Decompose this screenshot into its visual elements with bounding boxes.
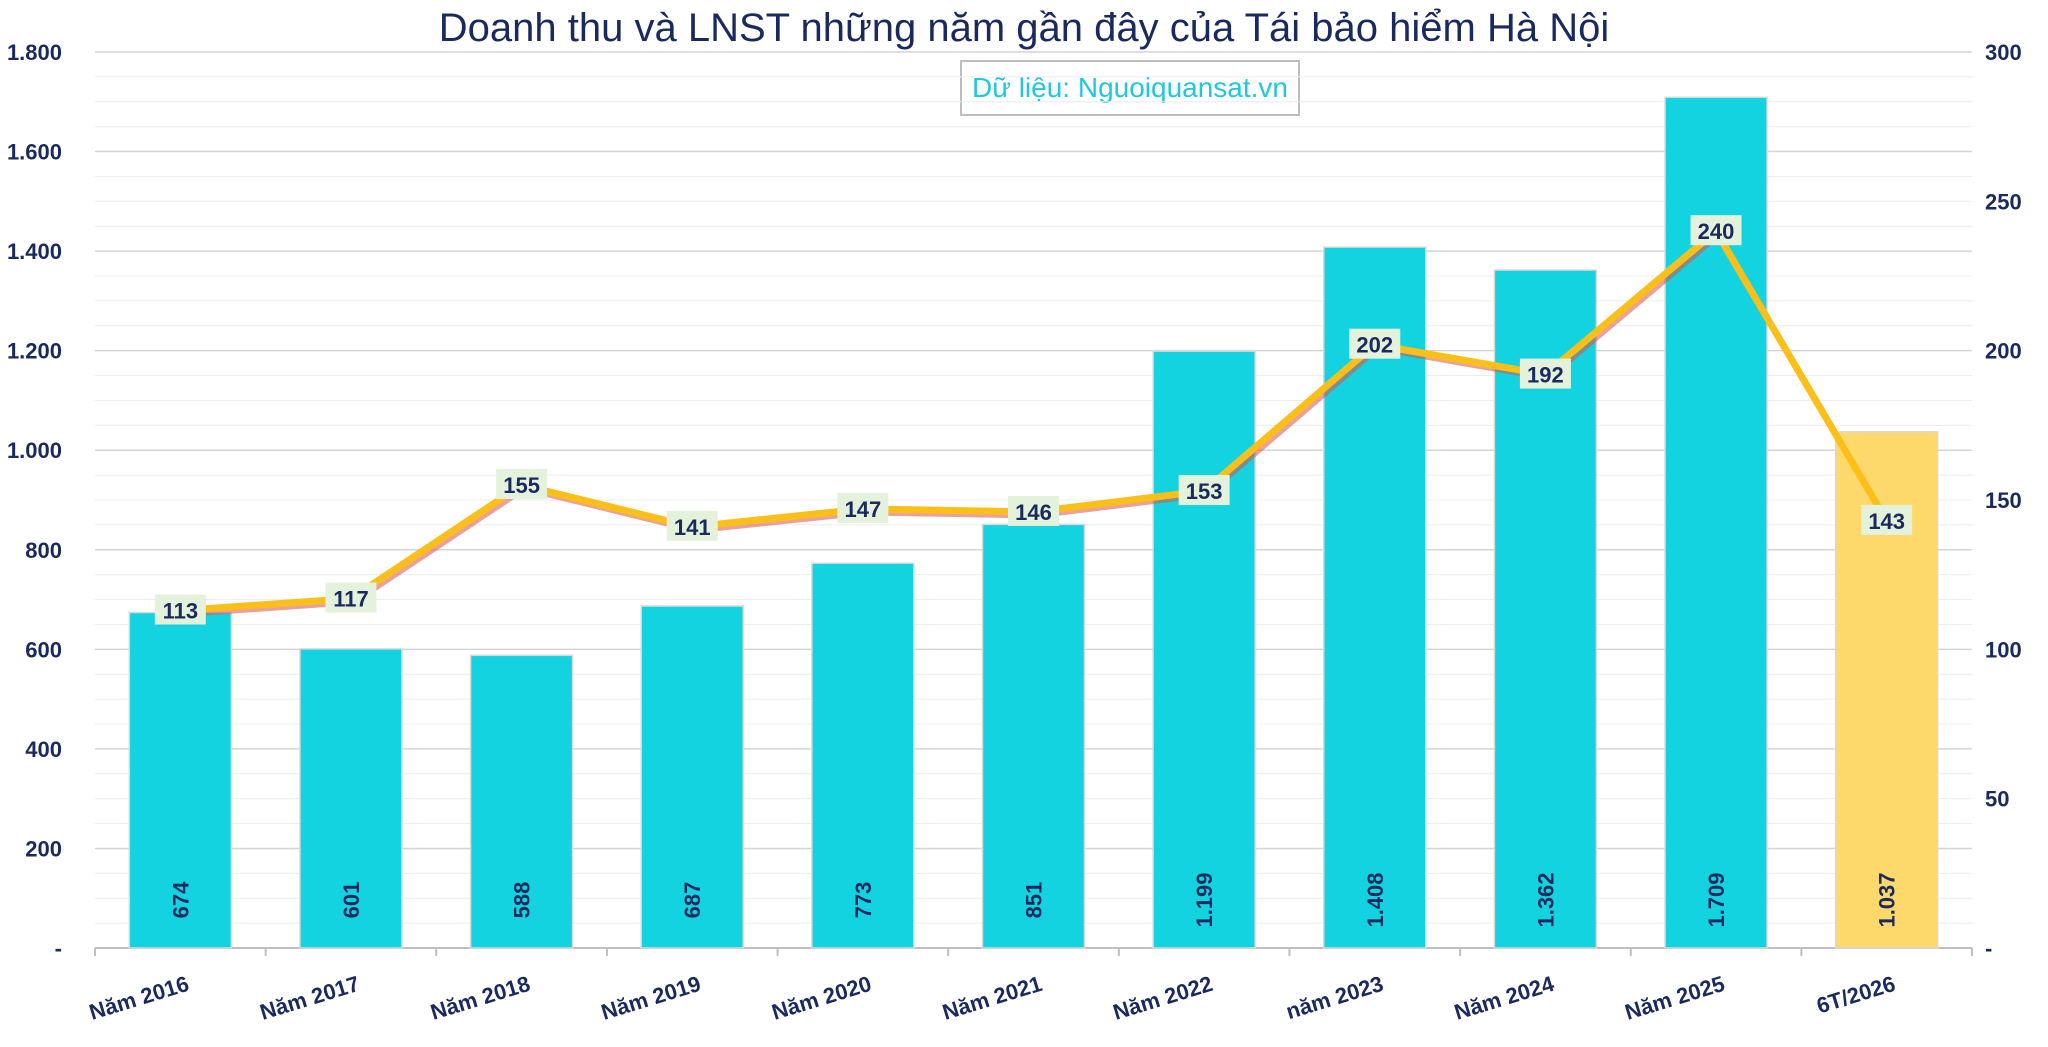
line-label-background [1008,495,1059,526]
line-label-background [666,510,718,541]
bar [640,605,744,949]
bar-value-label: 1.408 [1363,872,1388,927]
line-value-label: 202 [1356,333,1393,358]
y-left-tick-label: 1.400 [7,239,62,264]
y-right-tick-label: 150 [1985,488,2022,513]
bar-value-label: 588 [510,882,535,919]
line-value-label: 192 [1527,363,1564,388]
bar [1152,350,1256,949]
bar-value-label: 1.362 [1533,872,1558,927]
y-left-tick-label: 1.800 [7,40,62,65]
line-value-label: 117 [333,587,369,612]
line-label-background [1349,328,1401,359]
y-right-tick-label: 50 [1985,787,2009,812]
bar-value-label: 851 [1022,882,1047,919]
x-tick-label: năm 2023 [1283,971,1386,1024]
line-label-background [1861,504,1913,535]
bar [469,654,574,949]
y-left-tick-label: - [55,936,62,961]
line-value-label: 155 [503,473,540,498]
y-left-tick-label: 600 [25,637,62,662]
y-right-tick-label: 100 [1985,637,2022,662]
x-tick-label: Năm 2021 [939,971,1045,1025]
bar [811,562,915,949]
line-value-label: 141 [674,515,711,540]
x-tick-label: Năm 2024 [1451,971,1557,1025]
line-value-label: 240 [1698,219,1735,244]
line-label-background [837,492,889,523]
x-tick-label: 6T/2026 [1814,971,1899,1019]
x-tick-label: Năm 2017 [257,971,363,1025]
bar-value-label: 773 [851,882,876,919]
x-tick-label: Năm 2022 [1110,971,1216,1025]
y-left-tick-label: 1.200 [7,339,62,364]
x-tick-label: Năm 2025 [1622,971,1728,1025]
line-label-background [1519,358,1571,389]
y-left-tick-label: 1.000 [7,438,62,463]
bar [981,523,1086,949]
bar-value-label: 1.037 [1875,872,1900,927]
y-right-tick-label: 300 [1985,40,2022,65]
line-label-background [325,582,377,613]
line-label-background [496,469,548,500]
bar-value-label: 674 [168,881,193,918]
line-value-label: 153 [1186,479,1223,504]
bar-value-label: 601 [339,882,364,919]
x-tick-label: Năm 2019 [598,971,704,1025]
x-tick-label: Năm 2020 [769,971,875,1025]
line-label-background [154,594,206,625]
line-value-label: 143 [1868,509,1905,534]
y-right-tick-label: 200 [1985,339,2022,364]
chart-title: Doanh thu và LNST những năm gần đây của … [438,6,1610,50]
x-tick-label: Năm 2016 [86,971,192,1025]
y-left-tick-label: 400 [25,737,62,762]
y-right-tick-label: - [1985,936,1992,961]
bar [128,611,233,949]
y-left-tick-label: 200 [25,836,62,861]
y-right-tick-label: 250 [1985,189,2022,214]
line-label-background [1178,475,1230,506]
line-value-label: 147 [845,497,882,522]
bar-value-label: 1.709 [1704,872,1729,927]
y-left-tick-label: 800 [25,538,62,563]
bar [1323,246,1427,949]
y-left-tick-label: 1.600 [7,140,62,165]
bar-value-label: 687 [680,882,705,919]
line-label-background [1690,215,1742,246]
line-value-label: 113 [163,599,199,624]
x-tick-label: Năm 2018 [427,971,533,1025]
bar [299,648,403,949]
line-value-label: 146 [1015,500,1052,525]
bar-value-label: 1.199 [1192,872,1217,927]
